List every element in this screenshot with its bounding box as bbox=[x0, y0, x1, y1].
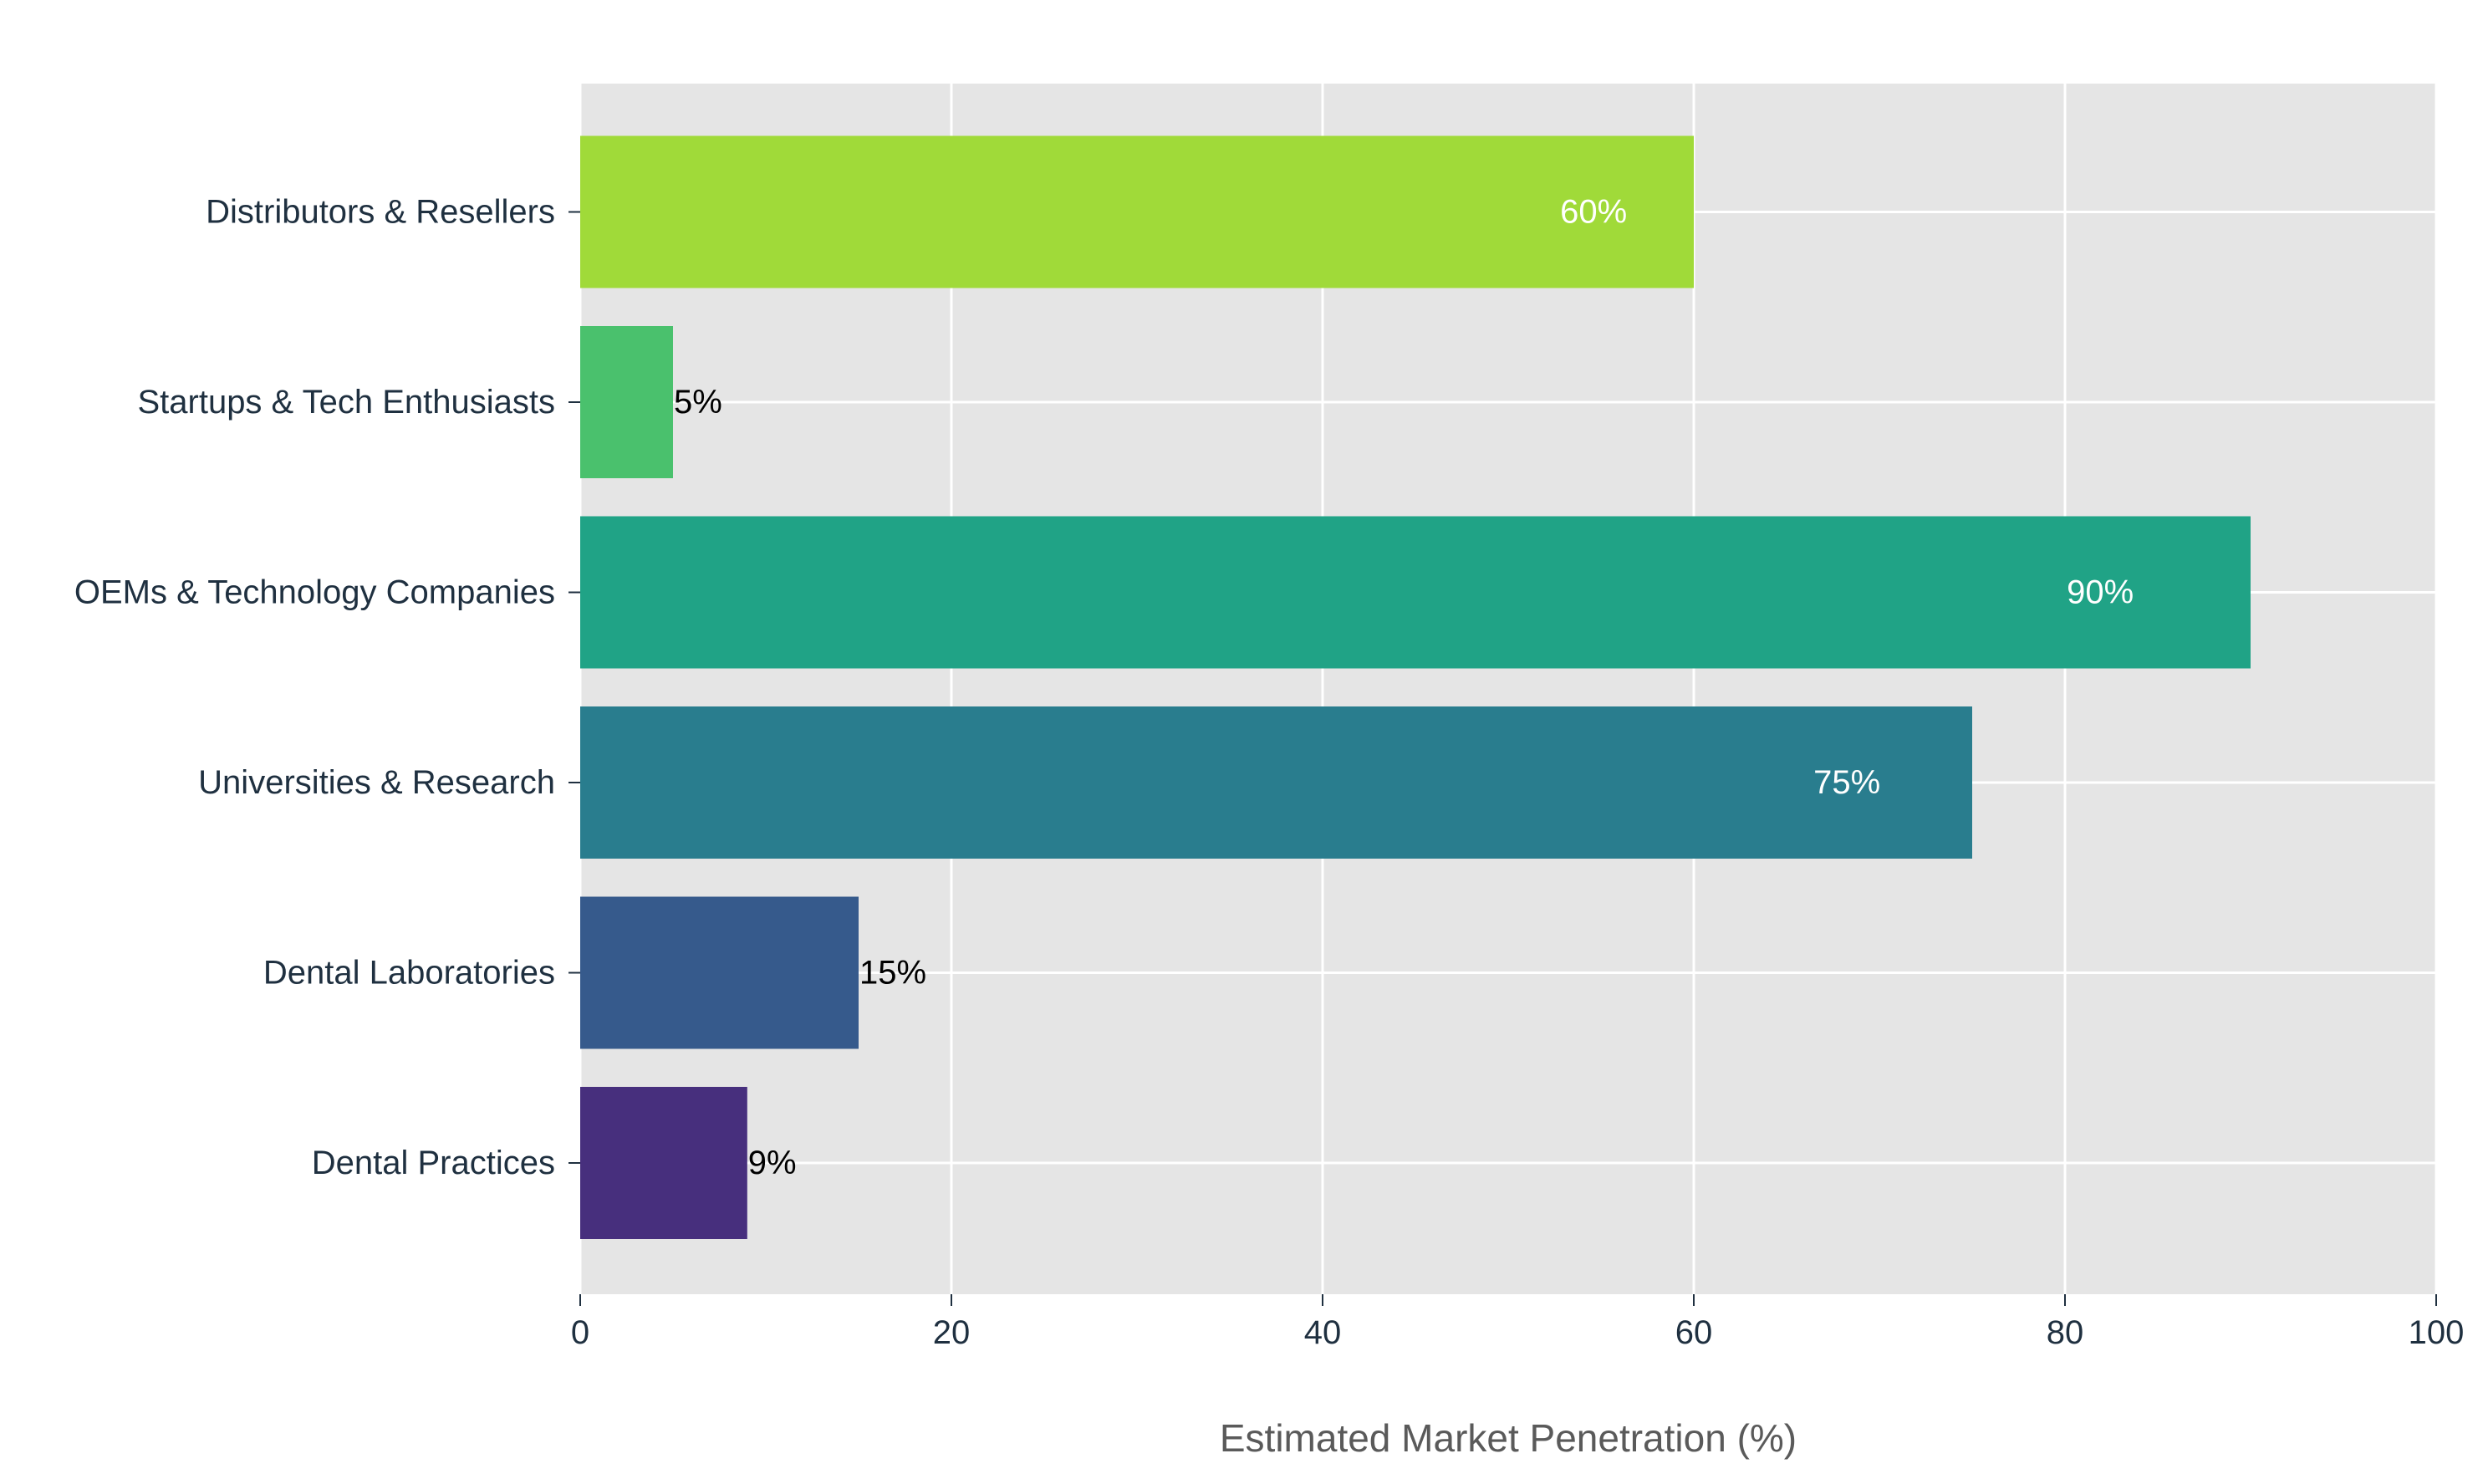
y-axis: Dental Practices Dental Laboratories Unive… bbox=[74, 194, 580, 1181]
x-tick-label: 60 bbox=[1675, 1314, 1713, 1351]
bar bbox=[580, 516, 2251, 669]
y-tick-label: Startups & Tech Enthusiasts bbox=[137, 384, 555, 421]
x-tick-label: 100 bbox=[2409, 1314, 2465, 1351]
x-tick-label: 40 bbox=[1304, 1314, 1342, 1351]
bar bbox=[580, 706, 1972, 859]
y-tick-label: Dental Laboratories bbox=[263, 955, 555, 992]
bar-value-label: 75% bbox=[1813, 764, 1880, 801]
y-tick-label: Universities & Research bbox=[198, 764, 555, 801]
bar-value-label: 9% bbox=[748, 1145, 797, 1181]
bar-value-label: 60% bbox=[1560, 194, 1627, 231]
x-tick-label: 80 bbox=[2047, 1314, 2084, 1351]
bars-layer: 9% 15% 75% 90% 5% 60% bbox=[580, 135, 2251, 1239]
bar bbox=[580, 1087, 747, 1239]
bar-value-label: 90% bbox=[2067, 574, 2134, 611]
bar bbox=[580, 326, 673, 478]
x-tick-label: 20 bbox=[933, 1314, 971, 1351]
y-tick-label: Distributors & Resellers bbox=[206, 194, 555, 231]
x-tick-label: 0 bbox=[571, 1314, 589, 1351]
x-axis: 0 20 40 60 80 100 bbox=[571, 1294, 2465, 1351]
y-tick-label: OEMs & Technology Companies bbox=[74, 574, 555, 611]
bar-value-label: 5% bbox=[674, 384, 722, 421]
x-axis-title: Estimated Market Penetration (%) bbox=[1220, 1416, 1797, 1460]
bar bbox=[580, 135, 1694, 288]
bar-value-label: 15% bbox=[859, 955, 926, 992]
bar bbox=[580, 896, 859, 1049]
y-tick-label: Dental Practices bbox=[312, 1145, 555, 1181]
